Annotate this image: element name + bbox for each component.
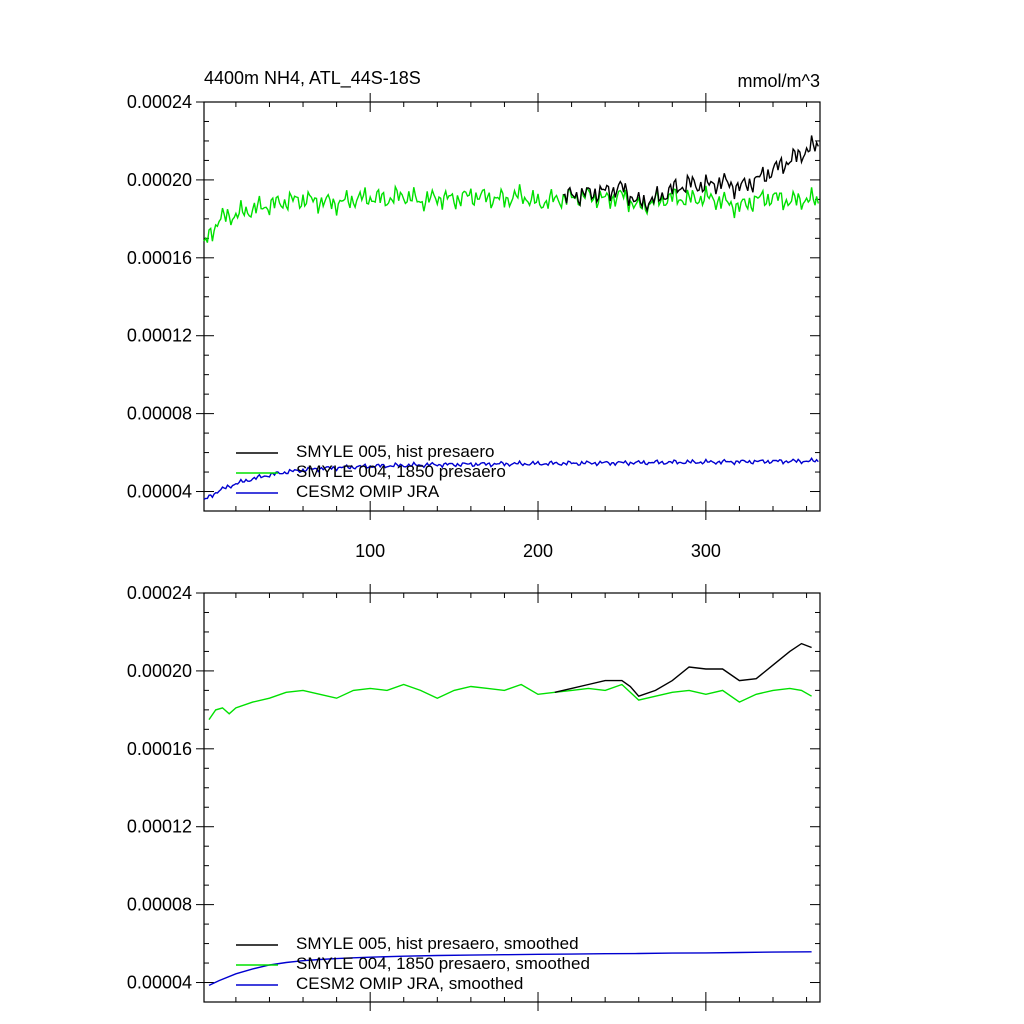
- series-line: [563, 135, 819, 213]
- y-tick-label: 0.00008: [127, 404, 192, 424]
- y-tick-label: 0.00024: [127, 583, 192, 603]
- x-tick-label: 200: [523, 541, 553, 561]
- y-tick-label: 0.00012: [127, 817, 192, 837]
- x-tick-label: 300: [691, 541, 721, 561]
- series-line: [203, 457, 819, 501]
- legend-label: SMYLE 005, hist presaero, smoothed: [296, 934, 579, 953]
- legend-label: SMYLE 005, hist presaero: [296, 442, 494, 461]
- y-tick-label: 0.00016: [127, 248, 192, 268]
- y-tick-label: 0.00004: [127, 482, 192, 502]
- x-tick-label: 100: [355, 541, 385, 561]
- series-line: [203, 184, 819, 243]
- y-tick-label: 0.00020: [127, 661, 192, 681]
- y-tick-label: 0.00020: [127, 170, 192, 190]
- units-label: mmol/m^3: [738, 71, 820, 91]
- legend-label: SMYLE 004, 1850 presaero, smoothed: [296, 954, 590, 973]
- y-tick-label: 0.00004: [127, 973, 192, 993]
- series-line: [554, 642, 812, 698]
- chart-title: 4400m NH4, ATL_44S-18S: [204, 68, 421, 89]
- legend-label: CESM2 OMIP JRA, smoothed: [296, 974, 523, 993]
- series-line: [208, 683, 812, 720]
- y-tick-label: 0.00008: [127, 895, 192, 915]
- plot-frame: [203, 101, 821, 512]
- y-tick-label: 0.00016: [127, 739, 192, 759]
- legend-label: CESM2 OMIP JRA: [296, 482, 440, 501]
- y-tick-label: 0.00012: [127, 326, 192, 346]
- y-tick-label: 0.00024: [127, 92, 192, 112]
- plot-frame: [203, 592, 821, 1003]
- top-panel: 0.00004 0.00008 0.00012 0.00016 0.00020 0.000…: [127, 92, 821, 561]
- bottom-panel: 0.00004 0.00008 0.00012 0.00016 0.00020 0.000…: [127, 583, 821, 1011]
- legend-label: SMYLE 004, 1850 presaero: [296, 462, 506, 481]
